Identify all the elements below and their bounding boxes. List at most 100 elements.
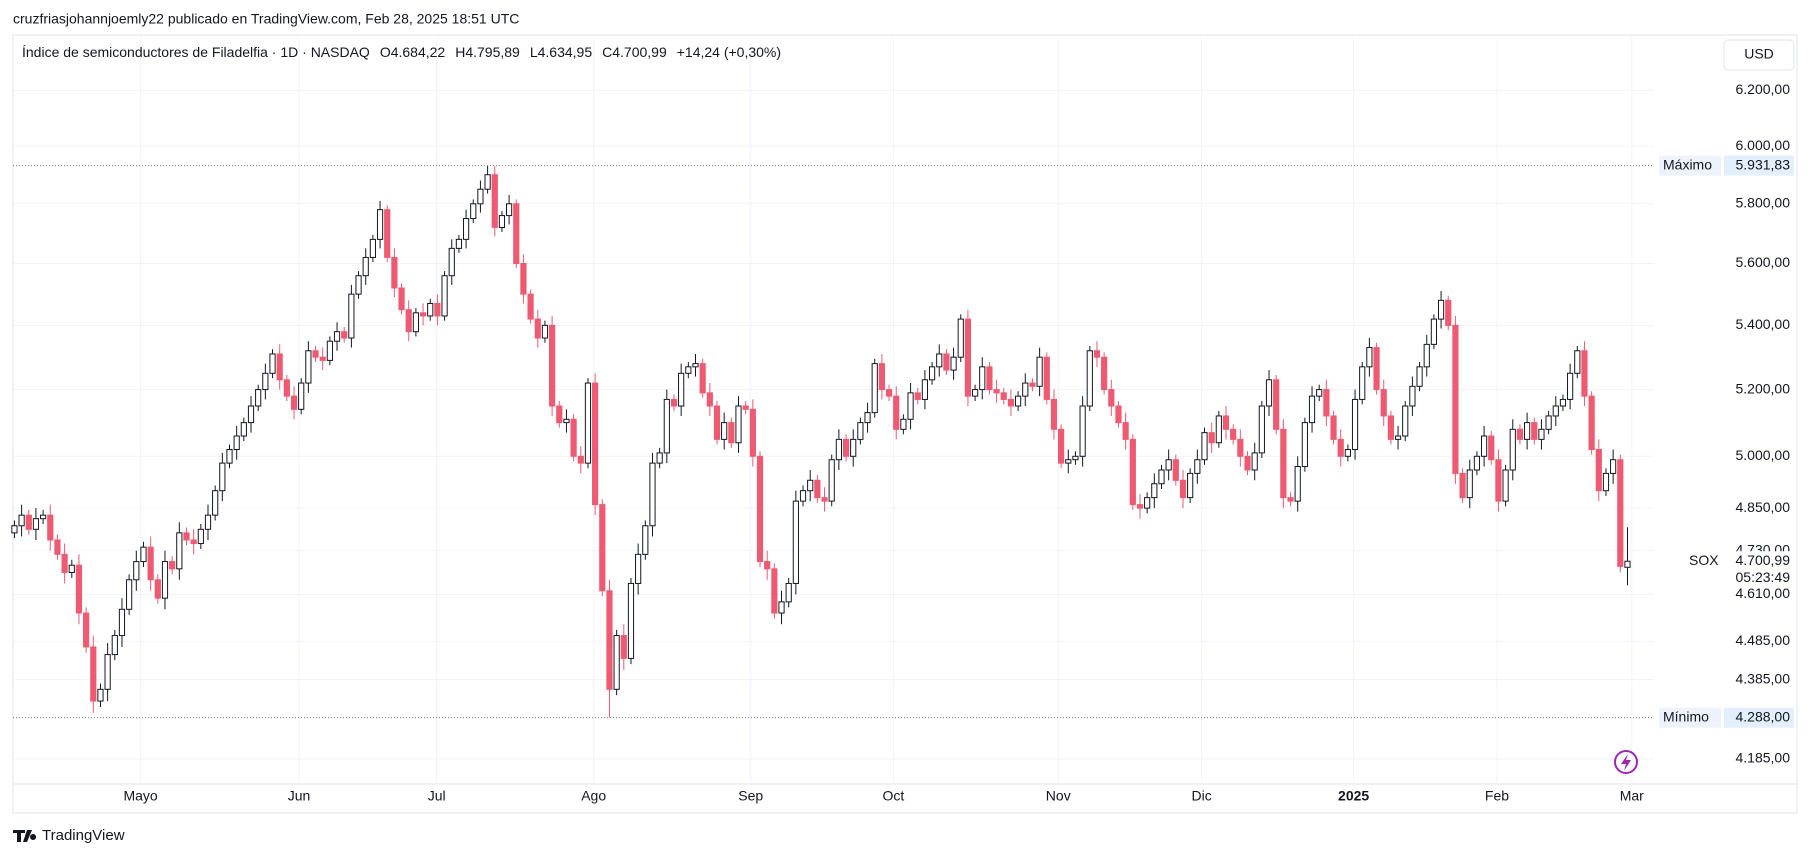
x-tick-label: 2025 [1338, 788, 1369, 804]
candle-body [785, 582, 792, 603]
candle-body [864, 412, 871, 424]
candle-body [1509, 428, 1516, 471]
y-tick-label: 5.800,00 [1736, 195, 1791, 211]
candle-body [893, 395, 900, 430]
candle-body [1258, 405, 1265, 454]
candle-body [1158, 469, 1165, 485]
extreme-label-bg [1659, 155, 1721, 176]
candle-body [319, 356, 326, 361]
candle-body [957, 318, 964, 358]
ohlc-value: L4.634,95 [530, 44, 592, 60]
candle-body [384, 209, 391, 258]
candle-body [75, 564, 83, 614]
candle-body [721, 422, 728, 440]
candle-body [491, 174, 498, 228]
candle-body [592, 382, 599, 506]
candle-body [1624, 560, 1631, 568]
x-tick-label: Feb [1485, 788, 1509, 804]
candle-body [118, 608, 126, 637]
candle-body [1373, 347, 1380, 391]
candle-body [1351, 398, 1359, 451]
candle-body [670, 398, 678, 407]
candle-body [305, 350, 312, 384]
chart-frame [12, 34, 1798, 814]
candle-body [1172, 459, 1179, 481]
candle-body [1000, 392, 1007, 400]
candle-body [814, 479, 821, 499]
candle-body [1445, 299, 1452, 326]
candle-body [1244, 455, 1251, 471]
candle-body [126, 579, 133, 610]
candle-body [685, 366, 692, 374]
candle-body [470, 203, 477, 220]
candle-body [1344, 449, 1351, 457]
candle-body [441, 275, 448, 317]
candle-body [212, 490, 219, 516]
ohlc-value: H4.795,89 [455, 44, 520, 60]
candle-body [1416, 366, 1423, 387]
candle-body [54, 539, 61, 555]
candle-body [419, 312, 427, 317]
candle-body [1437, 299, 1445, 320]
candle-body [1065, 459, 1072, 464]
candle-body [247, 405, 255, 424]
candle-body [828, 459, 835, 502]
candle-body [527, 293, 534, 320]
candle-body [584, 382, 592, 464]
candle-body [140, 546, 147, 563]
candle-body [993, 389, 1000, 394]
candle-body [1194, 459, 1201, 474]
candle-body [728, 422, 735, 444]
alert-icon[interactable] [1614, 750, 1638, 774]
candle-body [642, 525, 649, 555]
y-tick-label: 4.610,00 [1736, 585, 1791, 601]
extreme-value: 4.288,00 [1736, 708, 1791, 724]
candle-body [534, 318, 541, 339]
candle-body [1230, 428, 1237, 440]
countdown: 05:23:49 [1736, 569, 1791, 585]
candle-body [298, 382, 305, 410]
x-tick-label: Sep [738, 788, 763, 804]
y-tick-label: 4.385,00 [1736, 670, 1791, 686]
candle-body [620, 635, 627, 659]
candle-body [161, 561, 169, 599]
candle-body [197, 528, 204, 545]
candle-body [850, 438, 857, 457]
legend: Índice de semiconductores de Filadelfia … [22, 44, 781, 60]
candle-body [1237, 438, 1244, 457]
candle-body [835, 438, 842, 461]
ohlc-value: O4.684,22 [380, 44, 446, 60]
candle-body [678, 372, 685, 407]
candle-body [233, 435, 240, 451]
candle-body [25, 514, 32, 530]
candle-body [204, 514, 212, 530]
candle-body [713, 405, 721, 440]
candle-body [1036, 356, 1043, 387]
candle-body [556, 405, 563, 424]
candle-body [756, 455, 764, 563]
candle-body [541, 324, 549, 339]
candle-body [1215, 415, 1222, 444]
candle-body [369, 238, 376, 258]
candle-body [627, 582, 635, 659]
currency-button[interactable] [1723, 39, 1795, 71]
candle-body [190, 539, 197, 545]
brand: TradingView [42, 827, 125, 844]
candle-body [950, 356, 957, 371]
candle-body [928, 366, 936, 381]
currency[interactable]: USD [1744, 46, 1774, 62]
candle-body [1029, 382, 1036, 387]
candle-body [900, 418, 907, 430]
candle-body [821, 497, 828, 502]
candle-body [1101, 356, 1108, 391]
candle-body [692, 363, 699, 368]
candle-body [47, 514, 54, 541]
x-tick-label: Mar [1620, 788, 1644, 804]
candle-body [1079, 405, 1086, 457]
candle-body [1423, 343, 1430, 368]
extreme-label-bg [1659, 707, 1721, 728]
candle-body [1015, 395, 1022, 407]
candle-body [914, 392, 921, 400]
candle-body [1545, 415, 1552, 430]
candle-body [1022, 382, 1029, 397]
